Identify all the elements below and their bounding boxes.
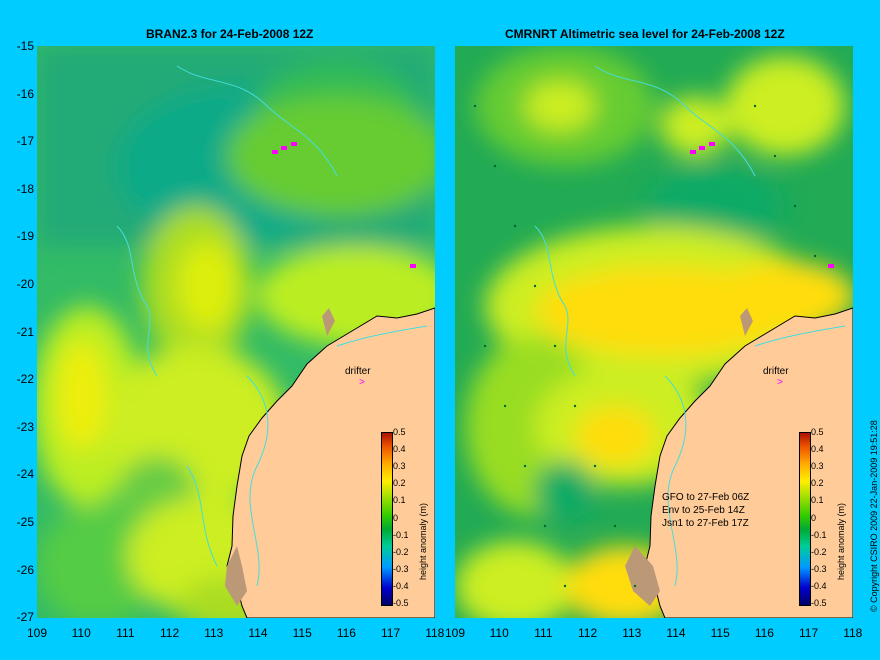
left-map-title: BRAN2.3 for 24-Feb-2008 12Z	[146, 27, 314, 41]
right-colorbar-tick: 0.1	[811, 495, 824, 506]
right-map-panel[interactable]: >	[455, 46, 853, 618]
right-x-tick-label: 113	[622, 626, 642, 640]
svg-text:>: >	[777, 377, 783, 388]
right-map-title: CMRNRT Altimetric sea level for 24-Feb-2…	[505, 27, 785, 41]
left-colorbar-tick: 0	[393, 512, 399, 523]
left-colorbar-tick: 0.3	[393, 461, 406, 472]
left-colorbar-label: height anomaly (m)	[418, 502, 428, 580]
right-colorbar	[799, 432, 811, 606]
left-drifter-track	[272, 142, 416, 268]
right-colorbar-tick: -0.4	[811, 580, 827, 591]
right-x-tick-label: 118	[843, 626, 863, 640]
right-x-tick-label: 117	[799, 626, 819, 640]
y-tick-label: -22	[16, 372, 34, 387]
right-drifter-track	[690, 142, 834, 268]
right-x-tick-label: 109	[444, 626, 466, 640]
y-tick-label: -20	[16, 277, 34, 291]
y-tick-label: -24	[16, 467, 34, 482]
left-sea-level-map: >	[37, 46, 435, 618]
legend-gfo: GFO to 27-Feb 06Z	[662, 492, 750, 503]
legend-jsn1: Jsn1 to 27-Feb 17Z	[662, 518, 749, 529]
right-colorbar-label: height anomaly (m)	[836, 502, 846, 580]
left-x-tick-label: 112	[160, 626, 180, 640]
copyright-text: © Copyright CSIRO 2009 22-Jan-2009 19:51…	[869, 420, 879, 612]
left-x-tick-label: 110	[71, 626, 91, 640]
right-colorbar-tick: -0.5	[811, 598, 827, 608]
left-colorbar-tick: 0.4	[393, 444, 406, 455]
y-tick-label: -18	[16, 181, 34, 196]
left-x-tick-label: 113	[204, 626, 224, 640]
left-x-tick-label: 116	[336, 626, 356, 640]
satellite-track-dots	[473, 104, 817, 588]
right-colorbar-tick: 0.4	[811, 444, 824, 455]
right-x-tick-label: 114	[666, 626, 686, 640]
left-colorbar	[381, 432, 393, 606]
right-colorbar-tick: 0.3	[811, 461, 824, 472]
right-colorbar-tick: 0.5	[811, 427, 824, 437]
right-colorbar-tick: -0.2	[811, 546, 827, 557]
right-x-tick-label: 112	[578, 626, 598, 640]
y-tick-label: -27	[16, 610, 34, 625]
left-x-tick-label: 114	[248, 626, 268, 640]
left-colorbar-tick: -0.4	[393, 580, 409, 591]
y-tick-label: -26	[16, 562, 34, 577]
svg-text:>: >	[359, 377, 365, 388]
y-tick-label: -15	[16, 39, 34, 53]
y-tick-label: -21	[16, 324, 34, 339]
left-colorbar-tick: -0.5	[393, 598, 409, 608]
y-tick-label: -16	[16, 86, 34, 101]
y-tick-label: -17	[16, 134, 34, 149]
left-x-tick-label: 115	[292, 626, 312, 640]
y-tick-label: -23	[16, 419, 34, 434]
left-x-tick-label: 109	[26, 626, 48, 640]
right-x-tick-label: 115	[710, 626, 730, 640]
right-sea-level-map: >	[455, 46, 853, 618]
left-colorbar-tick: 0.1	[393, 495, 406, 506]
left-colorbar-tick: 0.5	[393, 427, 406, 437]
left-colorbar-tick: -0.2	[393, 546, 409, 557]
right-x-tick-label: 111	[534, 626, 553, 640]
right-colorbar-tick: -0.3	[811, 563, 827, 574]
right-drifter-label: drifter	[763, 366, 789, 377]
left-x-tick-label: 111	[116, 626, 135, 640]
legend-env: Env to 25-Feb 14Z	[662, 505, 745, 516]
left-colorbar-tick: 0.2	[393, 478, 406, 489]
left-drifter-label: drifter	[345, 366, 371, 377]
y-tick-label: -19	[16, 229, 34, 244]
left-colorbar-tick: -0.3	[393, 563, 409, 574]
right-colorbar-tick: -0.1	[811, 529, 827, 540]
y-tick-label: -25	[16, 515, 34, 529]
right-x-tick-label: 116	[754, 626, 774, 640]
right-colorbar-tick: 0.2	[811, 478, 824, 489]
right-x-tick-label: 110	[489, 626, 509, 640]
right-colorbar-tick: 0	[811, 512, 817, 523]
left-x-tick-label: 117	[381, 626, 401, 640]
left-x-tick-label: 118	[425, 626, 445, 640]
satellite-legend: GFO to 27-Feb 06Z Env to 25-Feb 14Z Jsn1…	[662, 491, 749, 530]
left-colorbar-tick: -0.1	[393, 529, 409, 540]
left-map-panel[interactable]: >	[37, 46, 435, 618]
